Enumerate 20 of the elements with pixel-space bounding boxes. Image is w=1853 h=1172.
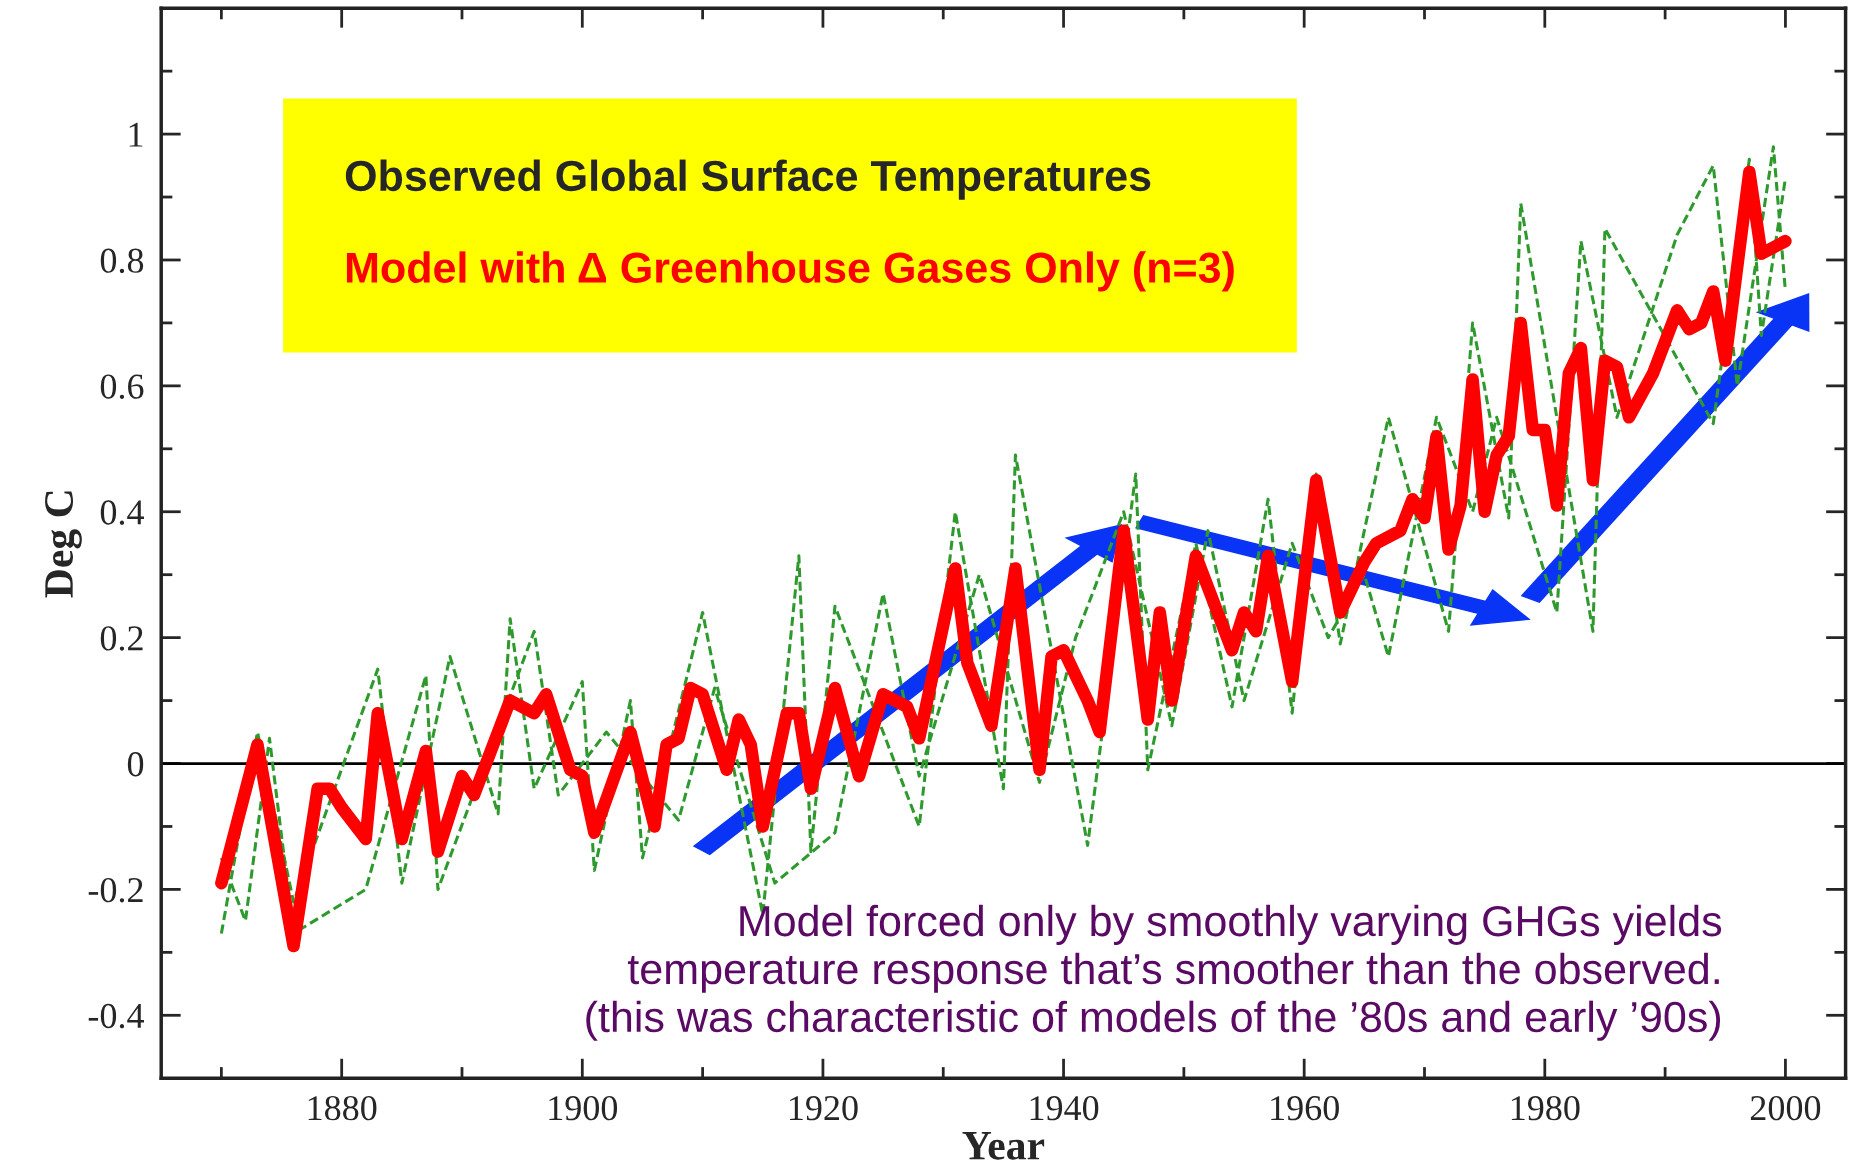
y-tick-label: 0.8 bbox=[100, 248, 144, 274]
y-axis-title: Deg C bbox=[45, 491, 82, 598]
y-tick-label: 1 bbox=[129, 122, 143, 147]
y-tick-label: 0.6 bbox=[100, 374, 144, 399]
annotation: Model forced only by smoothly varying GHGs yields temperature response that’s smoother than the observed. (this was characteristic of models of the ’80s and early ’90s) bbox=[586, 904, 1722, 1041]
x-tick-label: 2000 bbox=[1750, 1095, 1821, 1121]
legend-title: Observed Global Surface Temperatures bbox=[345, 159, 1151, 200]
text: Model with Δ Greenhouse Gases Only (n=3) bbox=[346, 251, 1234, 292]
y-tick-label: 0 bbox=[127, 752, 144, 777]
x-tick-label: 1980 bbox=[1511, 1095, 1580, 1121]
x-axis-title: Year bbox=[962, 1132, 1045, 1160]
x-tick-label: 1920 bbox=[790, 1095, 858, 1121]
y-tick-label: -0.4 bbox=[88, 1003, 144, 1029]
x-tick-label: 1880 bbox=[308, 1095, 377, 1121]
x-tick-label: 1900 bbox=[549, 1095, 618, 1121]
x-tick-label: 1960 bbox=[1271, 1095, 1339, 1121]
x-tick-label: 1940 bbox=[1030, 1095, 1099, 1121]
y-tick-label: 0.2 bbox=[100, 626, 143, 651]
y-tick-label: 0.4 bbox=[100, 500, 144, 525]
y-tick-label: -0.2 bbox=[88, 877, 143, 903]
